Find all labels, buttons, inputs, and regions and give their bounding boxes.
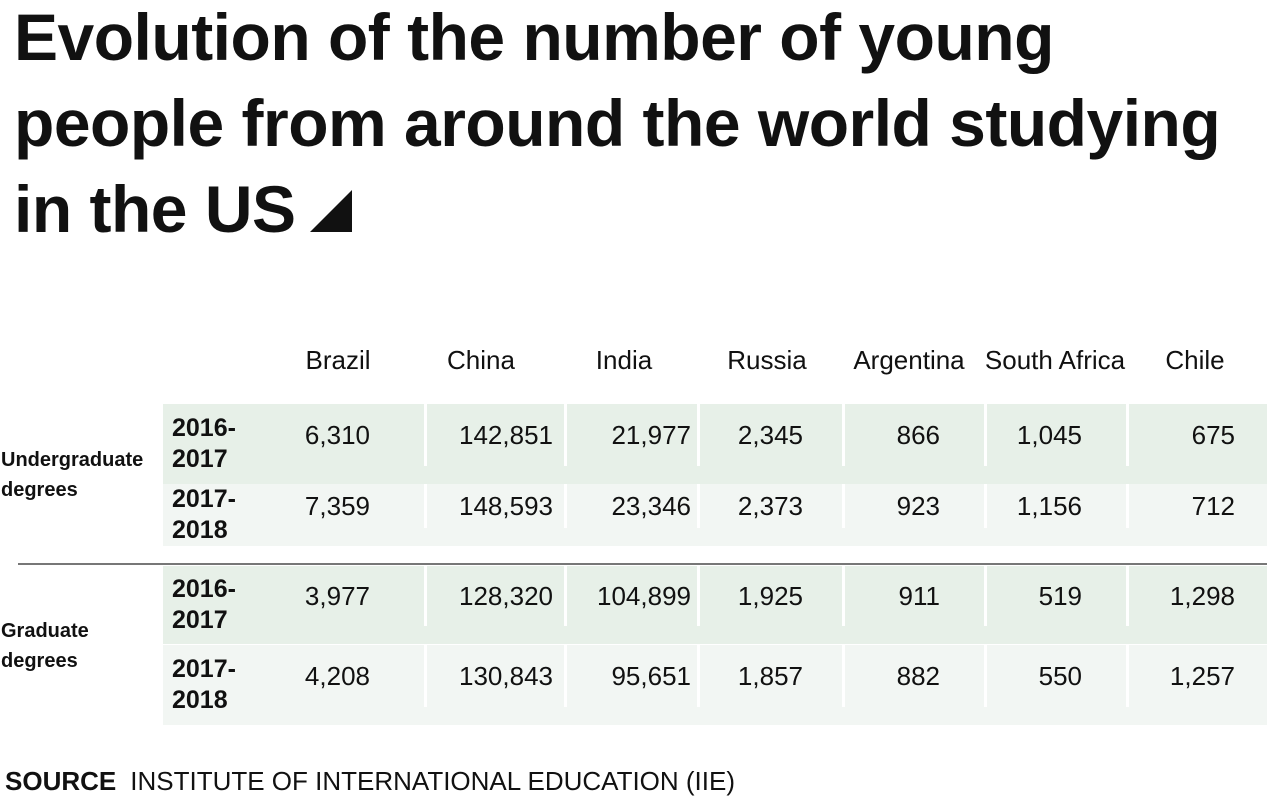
value-cell: 6,310 bbox=[265, 404, 427, 466]
value-cell: 866 bbox=[845, 404, 987, 466]
value-cell: 1,156 bbox=[987, 484, 1129, 528]
value-cell: 148,593 bbox=[427, 484, 567, 528]
group-label-text: Undergraduate degrees bbox=[1, 449, 144, 501]
group-label: Undergraduate degrees bbox=[1, 404, 166, 546]
value-cell: 882 bbox=[845, 645, 987, 707]
year-label-text: 2016-2017 bbox=[172, 414, 236, 473]
column-header: Brazil bbox=[305, 344, 371, 375]
title: Evolution of the number of young people … bbox=[14, 0, 1234, 252]
value-cell: 911 bbox=[845, 566, 987, 626]
column-header: India bbox=[595, 344, 653, 375]
value-cell: 1,257 bbox=[1169, 660, 1235, 691]
row-background bbox=[163, 645, 1267, 725]
value-cell: 1,925 bbox=[700, 566, 845, 626]
value-cell: 23,346 bbox=[567, 484, 700, 528]
value-cell: 1,298 bbox=[1169, 580, 1235, 611]
value-cell: 4,208 bbox=[265, 645, 427, 707]
value-cell: 104,899 bbox=[567, 566, 700, 626]
source: SOURCE INSTITUTE OF INTERNATIONAL EDUCATI… bbox=[5, 766, 735, 797]
value-cell: 7,359 bbox=[265, 484, 427, 528]
title-text: Evolution of the number of young people … bbox=[14, 0, 1221, 246]
value-cell: 519 bbox=[987, 566, 1129, 626]
year-label: 2016-2017 bbox=[163, 566, 265, 644]
year-label-text: 2017-2018 bbox=[172, 655, 236, 714]
year-label-text: 2016-2017 bbox=[172, 575, 236, 634]
year-label: 2016-2017 bbox=[163, 404, 265, 484]
value-cell: 1,045 bbox=[987, 404, 1129, 466]
value-cell: 712 bbox=[1191, 490, 1235, 521]
value-cell: 923 bbox=[845, 484, 987, 528]
value-cell: 142,851 bbox=[427, 404, 567, 466]
column-header: China bbox=[447, 344, 515, 375]
source-text: INSTITUTE OF INTERNATIONAL EDUCATION (II… bbox=[130, 766, 736, 796]
column-header: South Africa bbox=[984, 344, 1126, 375]
value-cell: 128,320 bbox=[427, 566, 567, 626]
group-separator bbox=[18, 563, 1267, 565]
group-label-text: Graduate degrees bbox=[1, 619, 89, 672]
value-cell: 675 bbox=[1191, 419, 1235, 450]
year-label: 2017-2018 bbox=[163, 484, 265, 546]
value-cell: 95,651 bbox=[567, 645, 700, 707]
row-background bbox=[163, 404, 1267, 484]
value-cell: 1,857 bbox=[700, 645, 845, 707]
value-cell: 2,345 bbox=[700, 404, 845, 466]
year-label-text: 2017-2018 bbox=[172, 485, 236, 544]
source-label: SOURCE bbox=[5, 766, 117, 796]
row-background bbox=[163, 566, 1267, 644]
triangle-icon bbox=[309, 190, 352, 232]
value-cell: 21,977 bbox=[567, 404, 700, 466]
column-header: Chile bbox=[1165, 344, 1225, 375]
value-cell: 550 bbox=[987, 645, 1129, 707]
column-header: Russia bbox=[727, 344, 807, 375]
value-cell: 130,843 bbox=[427, 645, 567, 707]
group-label: Graduate degrees bbox=[1, 566, 166, 725]
value-cell: 2,373 bbox=[700, 484, 845, 528]
row-background bbox=[163, 484, 1267, 546]
column-header: Argentina bbox=[853, 344, 965, 375]
value-cell: 3,977 bbox=[265, 566, 427, 626]
year-label: 2017-2018 bbox=[163, 645, 265, 725]
